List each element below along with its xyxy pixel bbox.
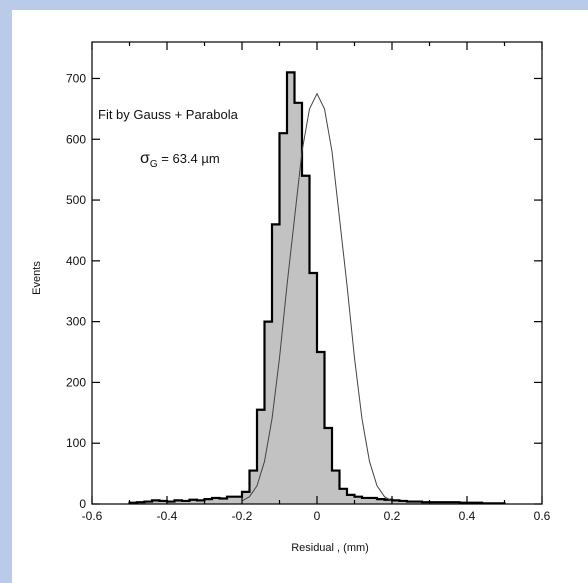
histogram-bar: [302, 175, 310, 504]
fit-curve: [241, 92, 393, 502]
histogram-outline: [128, 71, 506, 505]
y-tick-label: 500: [66, 193, 86, 207]
histogram-bar: [152, 500, 160, 504]
histogram-bar: [377, 499, 385, 504]
histogram-chart: -0.6 -0.4 -0.2 0 0.2 0.4 0.6 0 100 200 300 400 500 6…: [31, 41, 551, 554]
histogram-bar: [182, 500, 190, 504]
histogram-bar: [189, 499, 197, 504]
histogram-bar: [249, 470, 257, 504]
x-tick-labels: -0.6 -0.4 -0.2 0 0.2 0.4 0.6: [82, 509, 551, 523]
histogram-bar: [144, 501, 152, 504]
x-tick-label: 0.2: [384, 509, 401, 523]
histogram-bar: [264, 321, 272, 504]
histogram-bar: [362, 497, 370, 504]
histogram-bar: [174, 500, 182, 504]
histogram-bar: [339, 488, 347, 504]
y-tick-label: 600: [66, 132, 86, 146]
sigma-annotation: σG = 63.4 µm: [140, 150, 220, 170]
histogram-bar: [392, 500, 400, 504]
histogram-bar: [242, 491, 250, 504]
x-axis-title: Residual , (mm): [291, 542, 369, 554]
histogram-bar: [227, 496, 235, 504]
chart-frame: -0.6 -0.4 -0.2 0 0.2 0.4 0.6 0 100 200 300 400 500 6…: [12, 10, 588, 583]
histogram-bar: [317, 352, 325, 504]
x-tick-label: 0.4: [459, 509, 476, 523]
histogram-bar: [354, 496, 362, 504]
x-tick-label: 0: [314, 509, 321, 523]
histogram-bar: [167, 501, 175, 504]
ticks-layer: [91, 42, 543, 505]
histogram-bar: [234, 496, 242, 504]
sigma-subscript: G: [150, 159, 158, 170]
y-tick-label: 400: [66, 254, 86, 268]
sigma-value: = 63.4 µm: [158, 151, 220, 166]
histogram-bar: [197, 500, 205, 504]
y-tick-label: 300: [66, 315, 86, 329]
histogram-bar: [159, 500, 167, 504]
histogram-bar: [294, 102, 302, 504]
histogram-bar: [309, 273, 317, 504]
y-tick-label: 100: [66, 436, 86, 450]
y-axis-title: Events: [31, 261, 43, 295]
x-tick-label: -0.4: [157, 509, 178, 523]
histogram-bar: [407, 501, 415, 504]
x-tick-label: -0.2: [232, 509, 253, 523]
histogram-bar: [204, 499, 212, 504]
x-tick-label: -0.6: [82, 509, 103, 523]
sigma-symbol: σ: [140, 150, 150, 167]
histogram-bar: [414, 501, 422, 504]
y-tick-label: 700: [66, 71, 86, 85]
histogram-bar: [399, 500, 407, 504]
fit-annotation: Fit by Gauss + Parabola: [98, 107, 239, 122]
histogram-bar: [212, 497, 220, 504]
x-tick-label: 0.6: [534, 509, 551, 523]
y-tick-labels: 0 100 200 300 400 500 600 700: [66, 71, 86, 511]
histogram-bar: [257, 409, 265, 504]
y-tick-label: 200: [66, 375, 86, 389]
histogram-bar: [219, 498, 227, 504]
histogram-layer: [128, 71, 506, 505]
histogram-bar: [272, 224, 280, 505]
fit-curve-layer: [241, 92, 393, 502]
histogram-bar: [287, 72, 295, 504]
histogram-bar: [384, 499, 392, 504]
histogram-bar: [347, 494, 355, 504]
histogram-bar: [332, 470, 340, 504]
histogram-bar: [324, 428, 332, 504]
y-tick-label: 0: [79, 497, 86, 511]
histogram-bar: [369, 497, 377, 504]
